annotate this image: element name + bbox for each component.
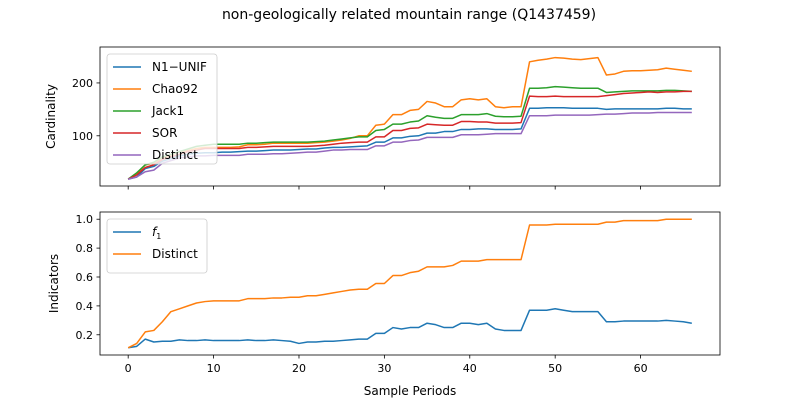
legend-box [106, 218, 208, 274]
legend-label: N1−UNIF [152, 60, 207, 74]
y-tick-label: 1.0 [76, 213, 94, 226]
y-tick-label: 100 [72, 130, 93, 143]
legend-label-subscript: 1 [156, 232, 161, 241]
x-tick-label: 20 [292, 362, 306, 375]
axes-frame [99, 46, 721, 187]
x-tick-label: 0 [125, 362, 132, 375]
y-tick-label: 200 [72, 77, 93, 90]
legend-label: SOR [152, 126, 177, 140]
legend-label: f1 [152, 225, 161, 241]
indicators-axes: 0 10 20 30 40 50 60 0.2 0.4 0.6 0.8 1.0 Indicators Sa… [47, 211, 721, 398]
y-tick-label: 0.6 [76, 271, 94, 284]
legend: N1−UNIF Chao92 Jack1 SOR Distinct [106, 53, 218, 165]
y-tick-label: 0.2 [76, 329, 94, 342]
y-axis-label: Indicators [47, 254, 61, 313]
legend-label: Distinct [152, 247, 198, 261]
series-line-distinct [128, 111, 692, 180]
series-line-f1 [128, 308, 692, 349]
legend-box [106, 53, 218, 165]
axes-frame [99, 211, 721, 356]
series-line-jack1 [127, 85, 692, 180]
legend: f1 Distinct [106, 218, 208, 274]
cardinality-axes: 100 200 Cardinality N1−UNIF Chao92 Jack1 SOR Di… [44, 46, 721, 190]
legend-label: Distinct [152, 148, 198, 162]
figure-title: non-geologically related mountain range … [222, 7, 596, 23]
series-line-n1-unif [128, 107, 692, 180]
legend-label: Jack1 [151, 104, 184, 118]
y-tick-label: 0.4 [76, 300, 94, 313]
x-tick-label: 50 [548, 362, 562, 375]
series-line-chao92 [127, 56, 692, 180]
series-line-sor [127, 90, 692, 180]
x-tick-label: 60 [634, 362, 648, 375]
y-axis-label: Cardinality [44, 84, 58, 149]
legend-label-main: f [152, 225, 158, 239]
x-tick-label: 30 [377, 362, 391, 375]
legend-label: Chao92 [152, 82, 198, 96]
x-tick-label: 10 [207, 362, 221, 375]
series-line-distinct [127, 218, 692, 349]
y-tick-label: 0.8 [76, 242, 94, 255]
x-tick-label: 40 [463, 362, 477, 375]
x-axis-label: Sample Periods [364, 384, 456, 398]
